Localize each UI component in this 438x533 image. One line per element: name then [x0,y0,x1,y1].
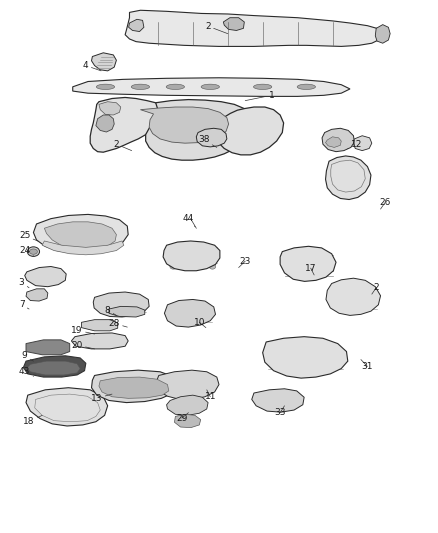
Text: 17: 17 [305,264,316,275]
Polygon shape [99,377,169,398]
Polygon shape [129,19,144,31]
Polygon shape [223,18,244,30]
Text: 18: 18 [23,415,42,426]
Ellipse shape [131,84,150,90]
Ellipse shape [107,336,120,346]
Ellipse shape [201,84,219,90]
Text: 33: 33 [274,406,286,417]
Polygon shape [92,53,117,71]
Polygon shape [325,137,341,148]
Text: 25: 25 [19,231,38,241]
Polygon shape [353,136,372,151]
Text: 12: 12 [348,140,362,149]
Polygon shape [280,246,336,281]
Polygon shape [26,340,70,355]
Text: 31: 31 [361,360,373,371]
Ellipse shape [180,264,187,269]
Polygon shape [146,100,253,160]
Polygon shape [23,356,86,377]
Polygon shape [109,306,145,317]
Text: 7: 7 [19,300,29,309]
Text: 44: 44 [183,214,195,227]
Polygon shape [73,78,350,96]
Polygon shape [42,241,124,255]
Text: 13: 13 [91,394,112,403]
Polygon shape [71,333,128,349]
Text: 28: 28 [109,319,127,328]
Ellipse shape [166,84,184,90]
Polygon shape [215,107,284,155]
Polygon shape [141,107,229,143]
Polygon shape [174,414,201,427]
Ellipse shape [88,336,101,346]
Ellipse shape [29,249,37,254]
Text: 29: 29 [176,413,188,423]
Polygon shape [33,214,128,253]
Polygon shape [325,156,371,199]
Polygon shape [26,387,108,426]
Polygon shape [322,128,354,152]
Text: 11: 11 [205,390,216,401]
Ellipse shape [254,84,272,90]
Polygon shape [166,395,208,415]
Ellipse shape [209,264,216,269]
Text: 1: 1 [245,91,274,101]
Polygon shape [27,361,80,375]
Text: 4: 4 [83,61,101,71]
Text: 3: 3 [19,278,29,288]
Text: 23: 23 [239,257,251,268]
Polygon shape [99,102,121,115]
Text: 38: 38 [198,135,217,148]
Polygon shape [96,115,114,132]
Polygon shape [263,337,348,378]
Polygon shape [163,241,220,271]
Text: 26: 26 [379,198,391,209]
Text: 8: 8 [105,305,117,316]
Text: 2: 2 [372,283,379,294]
Polygon shape [26,289,48,301]
Polygon shape [93,292,149,317]
Text: 2: 2 [113,140,132,151]
Polygon shape [155,370,219,399]
Polygon shape [90,98,166,152]
Text: 9: 9 [22,351,33,361]
Ellipse shape [199,264,206,269]
Polygon shape [125,10,385,46]
Text: 24: 24 [19,246,33,256]
Polygon shape [81,320,118,331]
Polygon shape [44,222,117,249]
Ellipse shape [190,264,196,269]
Polygon shape [252,389,304,412]
Ellipse shape [27,247,39,256]
Ellipse shape [297,84,315,90]
Text: 2: 2 [205,22,228,34]
Polygon shape [25,266,66,287]
Ellipse shape [170,264,177,269]
Text: 20: 20 [71,341,95,350]
Text: 19: 19 [71,326,95,335]
Ellipse shape [96,84,115,90]
Text: 43: 43 [19,367,33,376]
Polygon shape [326,278,381,316]
Polygon shape [164,300,215,327]
Polygon shape [92,370,177,402]
Polygon shape [375,25,390,43]
Polygon shape [196,128,227,147]
Text: 10: 10 [194,318,206,328]
